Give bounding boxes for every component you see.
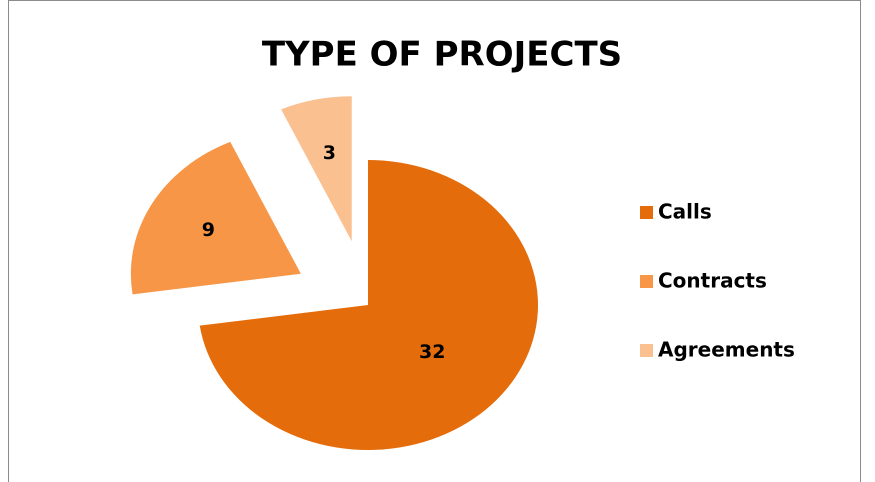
legend-label: Agreements	[658, 338, 795, 362]
slice-label: 3	[323, 142, 336, 164]
pie-slice	[199, 160, 538, 450]
legend-label: Calls	[658, 200, 712, 224]
legend-swatch	[640, 275, 653, 288]
slice-label: 9	[202, 219, 215, 241]
legend-swatch	[640, 206, 653, 219]
chart-title: TYPE OF PROJECTS	[262, 35, 622, 75]
pie-slice	[130, 141, 301, 295]
slice-label: 32	[419, 341, 445, 363]
legend-swatch	[640, 344, 653, 357]
pie-slice	[281, 96, 352, 242]
legend-label: Contracts	[658, 269, 767, 293]
